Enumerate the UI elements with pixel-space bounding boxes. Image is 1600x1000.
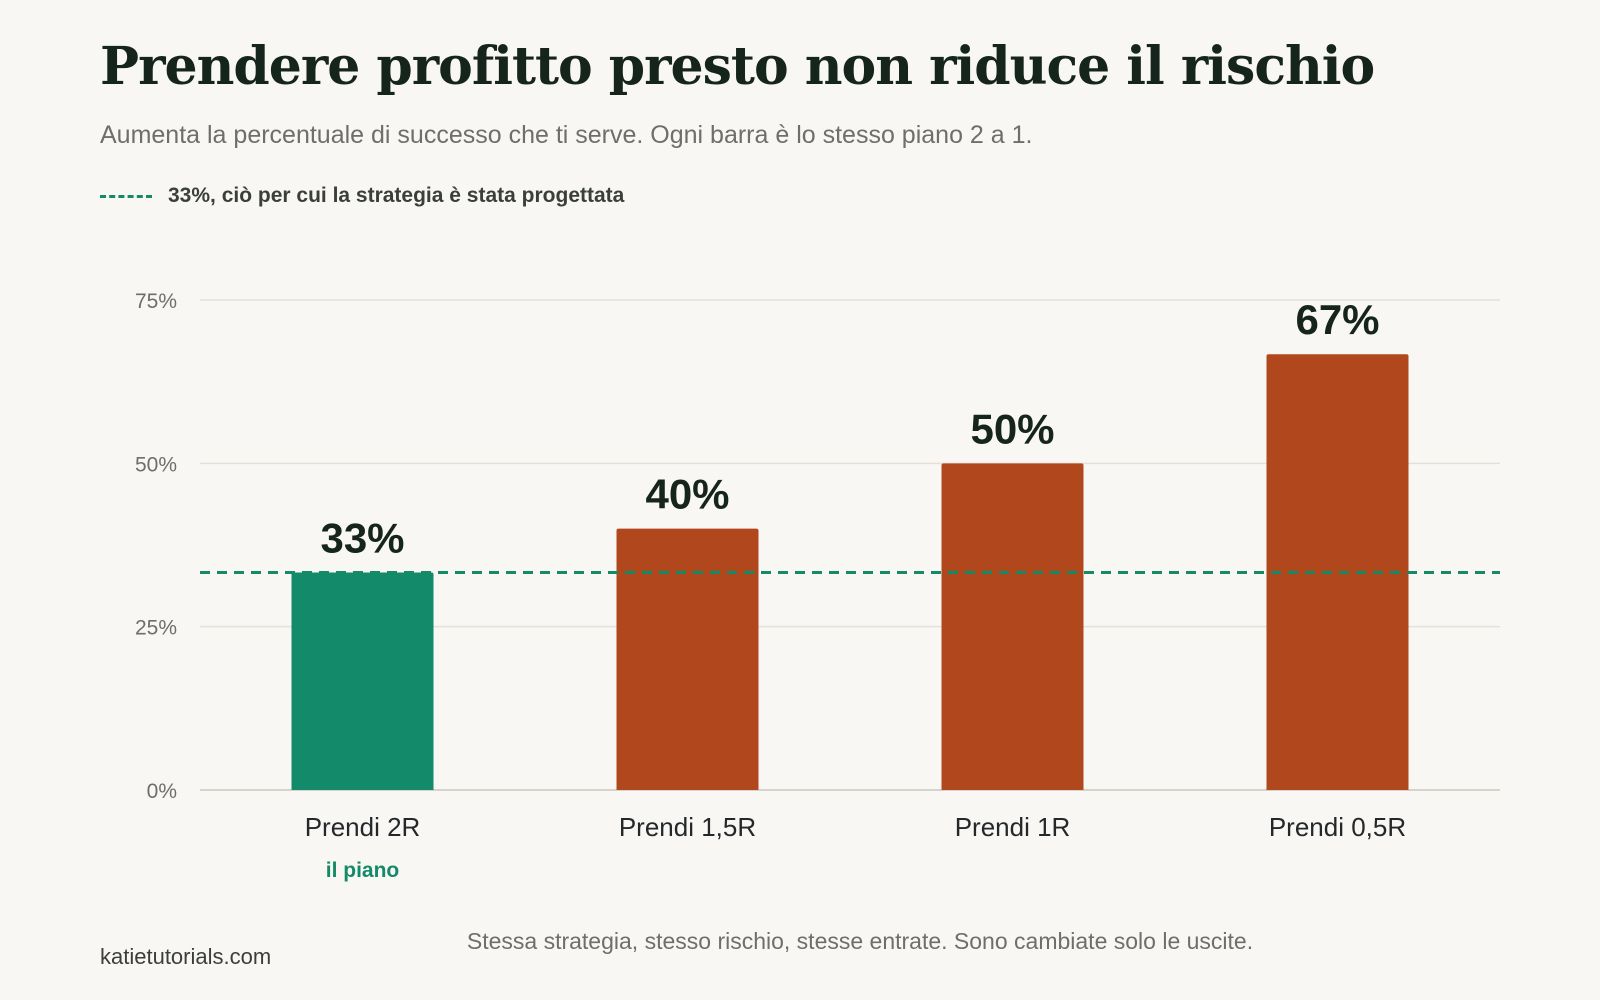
x-tick-label: Prendi 1R xyxy=(955,812,1071,842)
bar-value-label: 40% xyxy=(645,471,729,518)
footnote-text: Stessa strategia, stesso rischio, stesse… xyxy=(466,928,1254,954)
bar xyxy=(941,463,1084,790)
x-tick-label: Prendi 2R xyxy=(305,812,421,842)
bar xyxy=(616,528,759,790)
bar xyxy=(1266,354,1409,790)
source-credit: katietutorials.com xyxy=(100,944,272,969)
x-tick-label: Prendi 1,5R xyxy=(619,812,756,842)
dashed-line-swatch xyxy=(100,194,152,198)
y-tick-label: 0% xyxy=(147,780,177,803)
chart-title: Prendere profitto presto non riduce il r… xyxy=(100,36,1375,97)
legend-label: 33%, ciò per cui la strategia è stata pr… xyxy=(168,184,625,207)
bar-value-label: 33% xyxy=(320,514,404,561)
y-tick-label: 75% xyxy=(135,290,177,313)
chart-subtitle: Aumenta la percentuale di successo che t… xyxy=(100,121,1033,149)
x-tick-sublabel: il piano xyxy=(326,859,400,882)
footnote: Stessa strategia, stesso rischio, stesse… xyxy=(0,928,1600,955)
bar xyxy=(291,572,434,790)
bar-value-label: 67% xyxy=(1295,296,1379,343)
y-tick-label: 25% xyxy=(135,617,177,640)
y-tick-label: 50% xyxy=(135,453,177,476)
legend: 33%, ciò per cui la strategia è stata pr… xyxy=(100,184,624,208)
bar-value-label: 50% xyxy=(970,405,1054,452)
x-tick-label: Prendi 0,5R xyxy=(1269,812,1406,842)
